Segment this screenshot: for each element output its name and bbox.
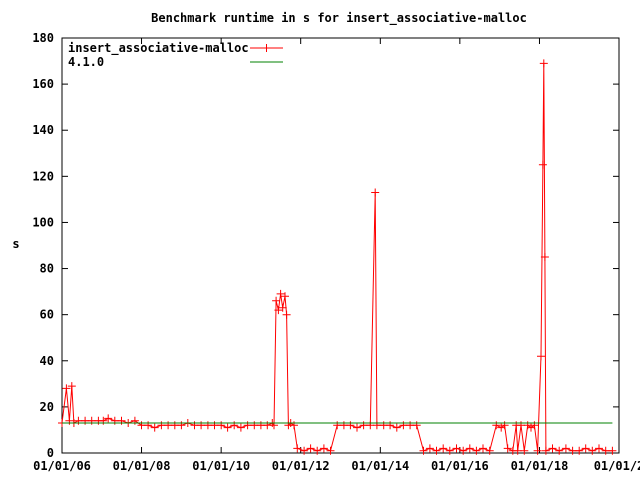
data-point-insert-associative-malloc xyxy=(539,59,548,68)
legend-marker-insert-associative-malloc xyxy=(262,44,271,52)
chart-title: Benchmark runtime in s for insert_associ… xyxy=(151,11,527,26)
y-tick-label: 20 xyxy=(40,400,54,414)
data-point-insert-associative-malloc xyxy=(575,446,584,455)
data-point-insert-associative-malloc xyxy=(300,446,309,455)
y-tick-label: 180 xyxy=(32,31,54,45)
y-tick-label: 160 xyxy=(32,77,54,91)
data-point-insert-associative-malloc xyxy=(540,253,549,261)
data-point-insert-associative-malloc xyxy=(520,446,529,455)
data-point-insert-associative-malloc xyxy=(541,446,550,455)
x-axis-ticks: 01/01/06 01/01/08 01/01/10 01/01/12 01/01/14… xyxy=(33,38,640,473)
data-point-insert-associative-malloc xyxy=(272,296,281,305)
data-point-insert-associative-malloc xyxy=(432,446,441,455)
data-point-insert-associative-malloc xyxy=(608,446,617,455)
data-point-insert-associative-malloc xyxy=(503,444,512,453)
data-point-insert-associative-malloc xyxy=(278,303,287,312)
data-point-insert-associative-malloc xyxy=(601,446,610,455)
data-point-insert-associative-malloc xyxy=(548,444,557,453)
y-tick-label: 140 xyxy=(32,123,54,137)
data-point-insert-associative-malloc xyxy=(445,446,454,455)
data-point-insert-associative-malloc xyxy=(293,444,302,453)
y-tick-label: 40 xyxy=(40,354,54,368)
data-point-insert-associative-malloc xyxy=(533,446,542,455)
y-axis-ticks: 0 20 40 60 80 100 120 140 160 180 xyxy=(32,31,619,460)
data-point-insert-associative-malloc xyxy=(561,444,570,453)
x-tick-label: 01/01/10 xyxy=(192,459,250,473)
y-tick-label: 120 xyxy=(32,169,54,183)
data-point-insert-associative-malloc xyxy=(472,446,481,455)
data-point-insert-associative-malloc xyxy=(281,292,289,301)
data-point-insert-associative-malloc xyxy=(439,444,448,453)
data-point-insert-associative-malloc xyxy=(485,446,494,455)
data-point-insert-associative-malloc xyxy=(274,306,283,315)
data-point-insert-associative-malloc xyxy=(276,289,285,298)
data-point-insert-associative-malloc xyxy=(223,423,232,432)
x-tick-label: 01/01/12 xyxy=(272,459,330,473)
x-tick-label: 01/01/06 xyxy=(33,459,91,473)
data-point-insert-associative-malloc xyxy=(459,446,468,455)
y-tick-label: 60 xyxy=(40,308,54,322)
data-point-insert-associative-malloc xyxy=(537,352,545,361)
data-point-insert-associative-malloc xyxy=(67,382,76,391)
x-tick-label: 01/01/2 xyxy=(594,459,640,473)
data-point-insert-associative-malloc xyxy=(282,310,291,319)
y-tick-label: 100 xyxy=(32,215,54,229)
data-point-insert-associative-malloc xyxy=(555,446,564,455)
plot-frame xyxy=(61,37,620,454)
data-point-insert-associative-malloc xyxy=(353,423,361,432)
data-point-insert-associative-malloc xyxy=(392,423,401,432)
data-point-insert-associative-malloc xyxy=(326,446,335,455)
data-point-insert-associative-malloc xyxy=(595,444,603,453)
x-tick-label: 01/01/18 xyxy=(511,459,569,473)
data-point-insert-associative-malloc xyxy=(306,444,315,453)
data-point-insert-associative-malloc xyxy=(538,160,547,169)
data-point-insert-associative-malloc xyxy=(150,423,159,432)
series-line-insert-associative-malloc xyxy=(61,63,613,452)
x-tick-label: 01/01/16 xyxy=(431,459,489,473)
legend: insert_associative-malloc 4.1.0 xyxy=(68,41,283,69)
data-point-insert-associative-malloc xyxy=(452,444,461,453)
legend-label-insert-associative-malloc: insert_associative-malloc xyxy=(68,41,249,56)
legend-label-4-1-0: 4.1.0 xyxy=(68,55,104,69)
data-point-insert-associative-malloc xyxy=(313,446,322,455)
y-tick-label: 0 xyxy=(47,446,54,460)
data-point-insert-associative-malloc xyxy=(236,423,245,432)
data-point-insert-associative-malloc xyxy=(479,444,487,453)
data-point-insert-associative-malloc xyxy=(465,444,474,453)
data-point-insert-associative-malloc xyxy=(319,444,328,453)
x-tick-label: 01/01/14 xyxy=(351,459,409,473)
data-point-insert-associative-malloc xyxy=(425,444,434,453)
data-point-insert-associative-malloc xyxy=(104,414,113,423)
data-point-insert-associative-malloc xyxy=(419,446,428,455)
data-point-insert-associative-malloc xyxy=(581,444,590,453)
y-axis-label: s xyxy=(12,237,19,251)
series-layer xyxy=(58,59,617,455)
data-point-insert-associative-malloc xyxy=(62,384,71,393)
x-tick-label: 01/01/08 xyxy=(113,459,171,473)
y-tick-label: 80 xyxy=(40,262,54,276)
data-point-insert-associative-malloc xyxy=(588,446,597,455)
data-point-insert-associative-malloc xyxy=(371,188,380,197)
